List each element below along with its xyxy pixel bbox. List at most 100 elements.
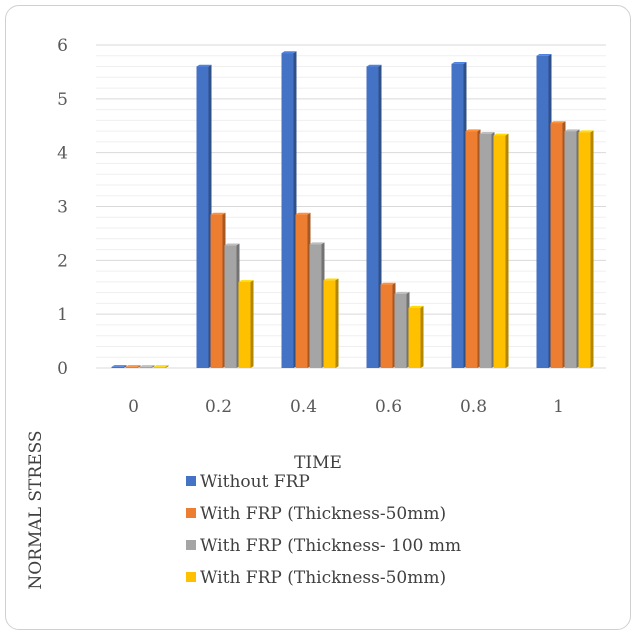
legend: Without FRP With FRP (Thickness-50mm) With… [186,472,461,588]
bar-top [479,132,495,134]
bar [564,129,580,368]
bar [578,130,594,368]
bar-top [550,121,566,124]
bar-side [165,365,169,368]
bar-front [125,366,138,368]
legend-swatch [186,572,196,582]
bar-top [465,129,481,132]
bar-front [224,245,237,368]
bar-top [380,282,396,285]
bar [139,365,155,368]
x-tick-label: 0 [128,397,139,417]
bar-front [366,66,379,369]
bar [196,64,212,369]
legend-item: With FRP (Thickness-50mm) [186,504,446,524]
bar-front [323,280,336,368]
bar-front [550,123,563,368]
x-tick-label: 0.8 [460,397,487,417]
bar [380,282,396,368]
bar [309,242,325,368]
bar-top [366,64,382,67]
y-tick-label: 6 [57,36,68,56]
bar-top [309,242,325,245]
bar-top [323,278,339,281]
x-tick-label: 0.4 [290,397,317,417]
gridlines [96,44,606,369]
legend-swatch [186,540,196,550]
bar [111,365,127,368]
bar-front [394,293,407,368]
y-tick-label: 1 [57,305,68,325]
y-tick-label: 4 [57,144,68,164]
legend-label: With FRP (Thickness-50mm) [200,504,446,524]
bar-top [238,280,254,282]
bar [281,51,297,369]
bar [323,278,339,368]
bar-front [578,132,591,368]
bar-top [394,291,410,294]
bar [210,212,226,368]
bar-side [590,130,594,368]
bar-front [451,63,464,368]
bar-top [564,129,580,132]
bar [465,129,481,368]
legend-item: Without FRP [186,472,310,492]
bar-top [281,51,297,54]
bar [295,212,311,368]
bar-top [451,62,467,64]
bar-side [420,305,424,368]
legend-item: With FRP (Thickness-50mm) [186,568,446,588]
bar-front [111,366,124,368]
bar [153,365,169,368]
x-tick-label: 0.6 [375,397,402,417]
bars [111,51,594,369]
legend-swatch [186,508,196,518]
bar [451,62,467,369]
y-tick-label: 5 [57,90,68,110]
bar [224,243,240,368]
bar-front [309,244,322,368]
bar-front [479,133,492,368]
legend-item: With FRP (Thickness- 100 mm [186,536,461,556]
bar-side [151,365,155,368]
bar-front [139,366,152,368]
bar-front [196,66,209,369]
y-axis-title: NORMAL STRESS [26,430,46,589]
bar-side [335,278,339,368]
bar-side [250,280,254,368]
bar-front [408,307,421,368]
x-axis-ticks: 0 0.2 0.4 0.6 0.8 1 [128,397,564,417]
bar-top [125,365,141,367]
bar [550,121,566,368]
bar-front [281,53,294,368]
bar [536,53,552,369]
bar [125,365,141,368]
legend-swatch [186,476,196,486]
bar-front [380,284,393,368]
bar-front [536,55,549,369]
y-tick-label: 3 [57,198,68,218]
bar-top [295,212,311,215]
legend-label: With FRP (Thickness-50mm) [200,568,446,588]
bar-top [139,365,155,367]
bar-front [493,135,506,368]
y-axis-ticks: 0 1 2 3 4 5 6 [57,36,68,379]
bar-top [578,130,594,133]
bar [366,64,382,369]
bar-front [153,366,166,368]
bar-top [111,365,127,367]
bar-front [564,131,577,368]
bar [238,280,254,368]
bar-front [465,131,478,368]
bar-top [493,133,509,136]
bar-top [196,64,212,67]
x-tick-label: 1 [553,397,564,417]
bar [394,291,410,368]
bar [493,133,509,368]
bar-side [123,365,127,368]
legend-label: Without FRP [200,472,310,492]
x-axis-title: TIME [294,453,342,473]
bar-top [536,53,552,56]
bar [479,132,495,368]
